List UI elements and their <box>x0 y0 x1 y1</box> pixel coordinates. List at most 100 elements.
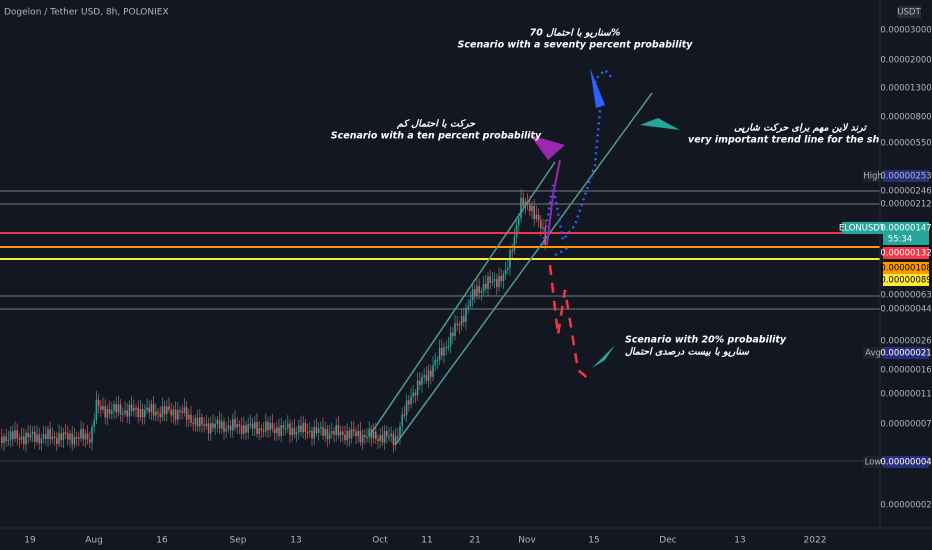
candle-body <box>425 375 428 381</box>
tag-box <box>863 456 883 468</box>
candle-body <box>300 425 302 433</box>
candle-body <box>238 424 241 427</box>
candle-body <box>82 429 84 440</box>
candle-body <box>537 214 540 221</box>
candle-body <box>390 433 392 437</box>
candle-body <box>542 227 544 229</box>
candle-body <box>174 409 177 420</box>
candle-body <box>441 347 443 356</box>
candle-body <box>322 426 324 436</box>
candle-body <box>185 407 188 420</box>
price-label: 0.00000063 <box>880 291 931 301</box>
candle-body <box>278 427 280 436</box>
candle-body <box>25 432 27 445</box>
candle-body <box>254 421 256 429</box>
candle-body <box>302 422 304 433</box>
candle-body <box>227 425 230 429</box>
candle-body <box>324 428 326 436</box>
candle-body <box>489 276 491 283</box>
candle-body <box>335 424 337 435</box>
candle-body <box>465 307 467 322</box>
candle-body <box>421 376 423 385</box>
candle-body <box>458 324 461 326</box>
candle-body <box>36 434 38 442</box>
candle-body <box>14 430 16 440</box>
candle-body <box>56 437 58 444</box>
candle-body <box>249 423 252 426</box>
candle-body <box>221 421 223 429</box>
tag-price: 0.00000021 <box>880 349 931 359</box>
candle-body <box>405 400 408 416</box>
candle-body <box>368 428 370 437</box>
candle-body <box>91 427 93 443</box>
candle-body <box>243 424 245 434</box>
candle-body <box>434 360 436 366</box>
candle-body <box>258 428 260 434</box>
candle-body <box>333 431 335 435</box>
candle-body <box>432 365 434 377</box>
candle-body <box>210 423 212 434</box>
candle-body <box>122 413 124 416</box>
tag-box <box>883 247 929 259</box>
candle-body <box>419 380 421 385</box>
candle-body <box>179 410 181 412</box>
candle-body <box>71 433 73 445</box>
candle-body <box>463 316 465 322</box>
candle-body <box>379 435 381 442</box>
time-label: 2022 <box>804 536 827 546</box>
candle-body <box>366 436 368 439</box>
candle-body <box>320 426 322 429</box>
candle-body <box>443 347 445 356</box>
candle-body <box>102 406 104 410</box>
candle-body <box>487 276 489 289</box>
candle-body <box>357 430 359 437</box>
candle-body <box>38 434 40 444</box>
candle-body <box>29 434 32 438</box>
candle-body <box>214 423 216 429</box>
candle-body <box>95 399 98 421</box>
candle-body <box>304 422 307 432</box>
candle-body <box>148 407 150 413</box>
candle-body <box>64 432 67 434</box>
candle-body <box>137 407 139 418</box>
candle-body <box>342 431 344 435</box>
candle-body <box>49 429 51 440</box>
price-label: 0.00002000 <box>880 56 931 66</box>
time-label: Aug <box>85 536 103 546</box>
tag-box <box>883 456 929 468</box>
tag-label: Avg <box>865 349 881 359</box>
price-label: 0.00000212 <box>880 200 931 210</box>
candle-body <box>67 433 69 440</box>
candle-body <box>522 197 524 207</box>
time-label: Sep <box>230 536 247 546</box>
candle-body <box>205 423 208 426</box>
candles <box>1 188 546 453</box>
arrow <box>530 135 565 160</box>
price-label: 0.00000026 <box>880 337 931 347</box>
candle-body <box>93 420 95 428</box>
candle-body <box>485 283 487 289</box>
candle-body <box>177 410 179 420</box>
candle-body <box>141 408 144 418</box>
currency: USDT <box>897 8 921 18</box>
annotation: ترند لاین مهم برای حرکت شارپی <box>734 123 867 134</box>
candle-body <box>529 204 531 212</box>
candle-body <box>62 432 65 441</box>
candle-body <box>240 426 243 434</box>
tag-price: 0.00000253 <box>880 172 931 182</box>
candle-body <box>163 406 166 414</box>
candle-body <box>471 289 474 301</box>
annotation: سناریو با بیست درصدی احتمال <box>625 347 750 358</box>
candle-body <box>291 427 293 436</box>
candle-body <box>170 409 172 416</box>
candle-body <box>496 278 498 288</box>
tag-box <box>883 262 929 274</box>
candle-body <box>533 205 535 220</box>
candle-body <box>478 286 480 293</box>
candle-body <box>111 410 113 414</box>
candle-body <box>40 438 43 444</box>
price-label: 0.00000011 <box>880 390 931 400</box>
candle-body <box>152 404 155 416</box>
candle-body <box>449 332 452 347</box>
candle-body <box>423 375 425 377</box>
